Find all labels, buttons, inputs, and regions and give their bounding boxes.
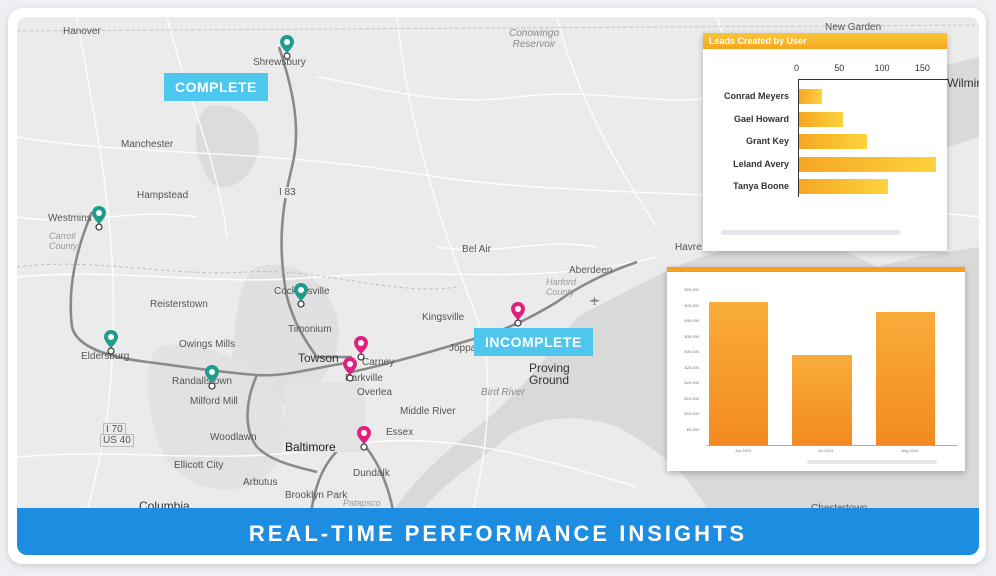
place-hanover: Hanover	[63, 26, 101, 37]
place-shrewsbury: Shrewsbury	[253, 57, 306, 68]
place-manchester: Manchester	[121, 139, 174, 150]
place-baltimore: Baltimore	[285, 440, 336, 454]
place-harford: Harford County	[546, 277, 577, 297]
pin-cockeysville-icon[interactable]	[293, 282, 309, 308]
place-dundalk: Dundalk	[353, 468, 390, 479]
leads-category-label: Grant Key	[745, 136, 789, 146]
place-i83: I 83	[279, 187, 296, 198]
frame: Hanover Shrewsbury New Garden Wilmin Con…	[8, 8, 986, 564]
complete-callout: COMPLETE	[164, 73, 268, 101]
place-parkville: Parkville	[345, 373, 383, 384]
place-reisterstown: Reisterstown	[150, 299, 208, 310]
pin-shrewsbury-icon[interactable]	[279, 34, 295, 60]
sales-ytick: $25,000	[684, 364, 699, 370]
leads-card[interactable]: Leads Created by User 0 50 100 150 Conrad Me…	[703, 33, 948, 251]
sales-card[interactable]: $5,000 $10,000 $15,000 $20,000 $25,000 $30,00…	[667, 267, 965, 471]
leads-category-label: Leland Avery	[733, 158, 789, 169]
sales-x-axis	[707, 445, 957, 446]
leads-bar[interactable]	[799, 179, 888, 194]
place-bird-river: Bird River	[481, 387, 525, 398]
leads-bar[interactable]	[799, 111, 844, 127]
pin-towson-icon[interactable]	[353, 335, 369, 361]
pin-westminster-icon[interactable]	[91, 205, 107, 231]
place-ellicott: Ellicott City	[174, 460, 224, 471]
leads-bar[interactable]	[799, 156, 936, 172]
sales-category-label: Aug 2024	[901, 448, 919, 453]
place-aberdeen: Aberdeen	[569, 265, 613, 276]
leads-xtick: 50	[834, 63, 845, 73]
banner-text: REAL-TIME PERFORMANCE INSIGHTS	[248, 520, 748, 546]
leads-bar[interactable]	[799, 134, 868, 149]
sales-ytick: $20,000	[684, 380, 699, 385]
leads-bar[interactable]	[799, 89, 822, 104]
leads-xtick: 100	[874, 63, 890, 73]
place-milford: Milford Mill	[190, 396, 238, 407]
sales-ytick: $30,000	[684, 349, 699, 354]
leads-xtick: 0	[794, 63, 800, 73]
place-kingsville: Kingsville	[422, 312, 465, 323]
leads-chart: 0 50 100 150 Conrad Meyers Gael Howard Grant K…	[703, 49, 948, 251]
pin-baltimore-icon[interactable]	[356, 425, 372, 451]
sales-category-label: Jul 2024	[818, 448, 834, 453]
sales-chart: $5,000 $10,000 $15,000 $20,000 $25,000 $30,00…	[667, 272, 965, 471]
sales-ytick: $45,000	[684, 302, 699, 308]
place-arbutus: Arbutus	[243, 477, 278, 488]
place-wilmington: Wilmin	[947, 76, 979, 90]
place-towson: Towson	[298, 351, 339, 365]
sales-card-header	[667, 267, 965, 272]
place-patapsco: Patapsco	[343, 498, 381, 508]
place-joppatowne: Joppato	[449, 343, 485, 354]
pin-parkville-icon[interactable]	[342, 356, 358, 382]
sales-ytick: $50,000	[684, 287, 699, 292]
place-timonium: Timonium	[288, 324, 332, 335]
place-randallstown: Randallstown	[172, 376, 233, 387]
leads-category-label: Gael Howard	[733, 113, 789, 124]
leads-card-title: Leads Created by User	[703, 33, 947, 49]
place-middle-river: Middle River	[400, 406, 456, 417]
leads-category-label: Tanya Boone	[733, 181, 789, 191]
sales-bar[interactable]	[792, 355, 852, 445]
pin-eldersburg-icon[interactable]	[103, 329, 119, 355]
sales-bar[interactable]	[875, 311, 935, 445]
sales-ytick: $40,000	[684, 318, 699, 323]
place-overlea: Overlea	[357, 387, 393, 398]
place-eldersburg: Eldersburg	[81, 351, 130, 362]
sales-ytick: $15,000	[684, 395, 699, 401]
place-proving: Proving Ground	[529, 361, 570, 387]
leads-x-axis	[798, 79, 948, 80]
place-us40: US 40	[100, 434, 134, 447]
sales-ytick: $5,000	[686, 426, 699, 432]
place-woodlawn: Woodlawn	[210, 432, 257, 443]
place-conowingo: Conowingo Reservoir	[508, 28, 560, 50]
place-carroll: Carroll County	[49, 231, 78, 251]
pin-joppatowne-icon[interactable]	[510, 301, 526, 327]
leads-y-axis	[798, 79, 799, 197]
sales-ytick: $10,000	[684, 411, 699, 416]
sales-bar[interactable]	[709, 302, 769, 445]
place-westminster: Westmins	[48, 213, 92, 224]
place-bel-air: Bel Air	[462, 244, 491, 255]
place-new-garden: New Garden	[825, 22, 882, 33]
pin-randallstown-icon[interactable]	[204, 364, 220, 390]
place-brooklyn: Brooklyn Park	[285, 490, 348, 501]
incomplete-callout: INCOMPLETE	[474, 328, 593, 356]
leads-xtick: 150	[914, 63, 930, 73]
place-essex: Essex	[386, 427, 414, 438]
leads-category-label: Conrad Meyers	[723, 91, 789, 101]
sales-scrollbar[interactable]	[807, 460, 937, 464]
sales-category-label: Jun 2024	[734, 448, 752, 453]
place-owings: Owings Mills	[179, 339, 236, 350]
place-i70: I 70	[103, 423, 126, 436]
insights-banner: REAL-TIME PERFORMANCE INSIGHTS	[17, 508, 979, 555]
sales-ytick: $35,000	[684, 333, 699, 339]
place-carney: Carney	[362, 357, 395, 368]
map[interactable]: Hanover Shrewsbury New Garden Wilmin Con…	[17, 17, 979, 537]
leads-scrollbar[interactable]	[721, 230, 901, 235]
place-hampstead: Hampstead	[137, 190, 189, 201]
